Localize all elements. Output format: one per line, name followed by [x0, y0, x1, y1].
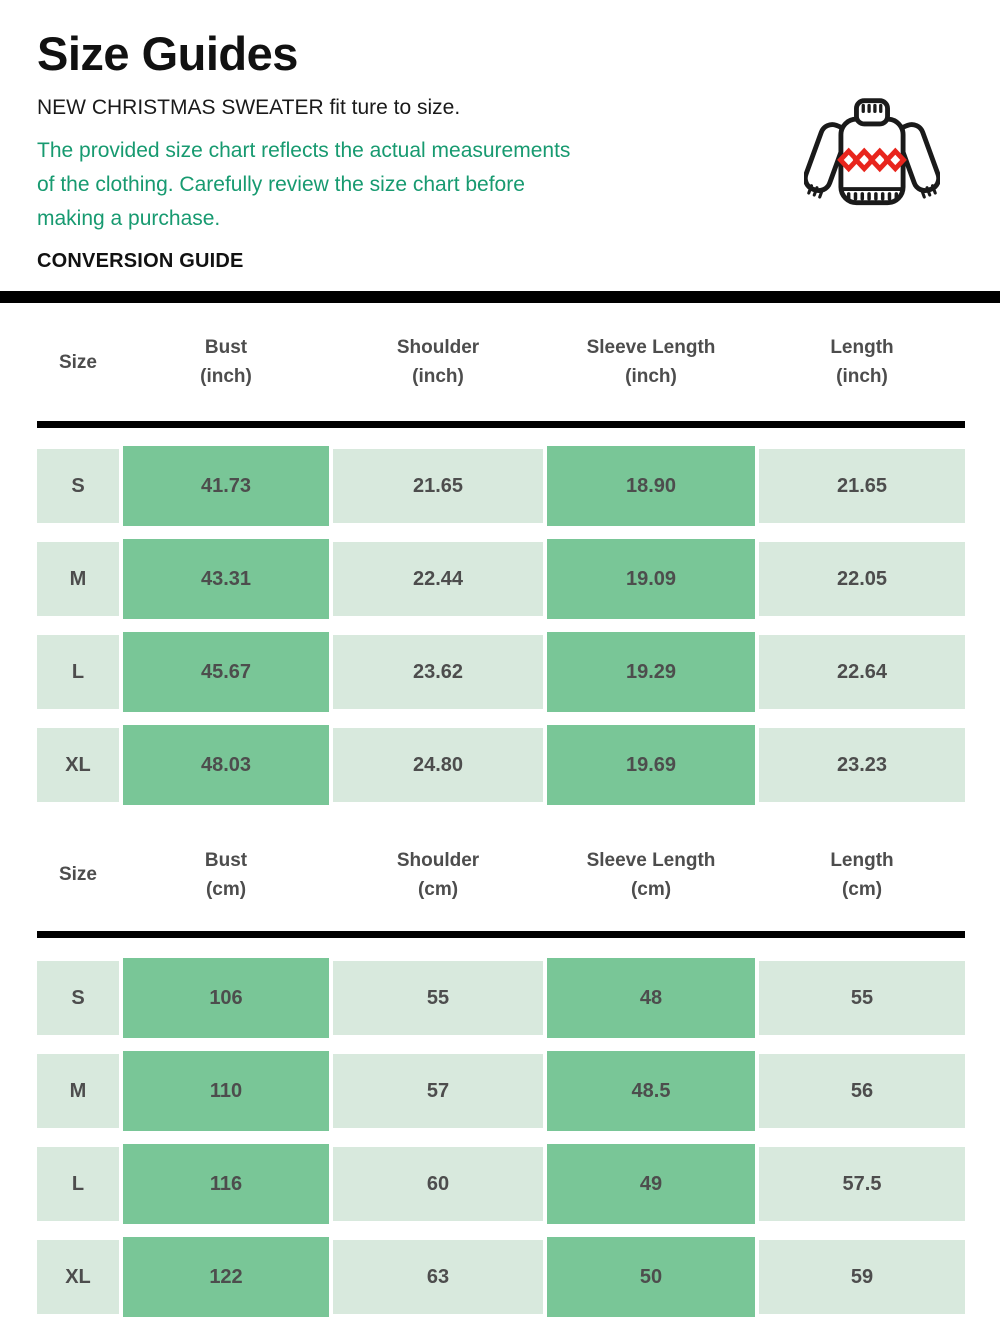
size-tables: Size Bust (inch) Shoulder (inch) Sleeve Lengt… — [0, 303, 1000, 1317]
size-cell: M — [37, 1054, 119, 1128]
value-cell: 48.03 — [123, 725, 329, 805]
value-cell: 19.29 — [547, 632, 755, 712]
conversion-guide-label: CONVERSION GUIDE — [37, 250, 244, 272]
table-row-xl: XL 122 63 50 59 — [37, 1237, 1000, 1317]
value-cell: 23.23 — [759, 728, 965, 802]
column-header-size: Size — [58, 864, 98, 885]
size-chart-note: The provided size chart reflects the act… — [37, 134, 963, 236]
table-row-s: S 41.73 21.65 18.90 21.65 — [37, 446, 1000, 526]
value-cell: 23.62 — [333, 635, 543, 709]
column-header-shoulder: Shoulder (cm) — [396, 849, 480, 900]
table-centimeters-header: Size Bust (cm) Shoulder (cm) Sleeve Length (cm… — [37, 818, 1000, 931]
value-cell: 41.73 — [123, 446, 329, 526]
note-line-2: of the clothing. Carefully review the si… — [37, 173, 525, 196]
collar-ribs — [861, 103, 883, 113]
table-inches-rows: S 41.73 21.65 18.90 21.65 M 43.31 22.44 19.09 22.… — [0, 428, 1000, 805]
value-cell: 56 — [759, 1054, 965, 1128]
value-cell: 116 — [123, 1144, 329, 1224]
hem-ribs — [846, 192, 899, 201]
header-divider-line — [37, 931, 965, 938]
cuff-ribs — [807, 184, 937, 199]
value-cell: 43.31 — [123, 539, 329, 619]
size-cell: XL — [37, 1240, 119, 1314]
column-header-bust: Bust (inch) — [200, 337, 252, 387]
size-cell: S — [37, 961, 119, 1035]
column-header-sleeve-length: Sleeve Length (cm) — [586, 849, 716, 900]
size-cell: L — [37, 1147, 119, 1221]
table-inches-header: Size Bust (inch) Shoulder (inch) Sleeve Lengt… — [37, 303, 1000, 421]
value-cell: 18.90 — [547, 446, 755, 526]
size-cell: S — [37, 449, 119, 523]
value-cell: 59 — [759, 1240, 965, 1314]
value-cell: 22.44 — [333, 542, 543, 616]
size-cell: M — [37, 542, 119, 616]
column-header-sleeve-length: Sleeve Length (inch) — [586, 337, 716, 387]
product-subtitle: NEW CHRISTMAS SWEATER fit ture to size. — [37, 96, 461, 119]
column-header-size: Size — [58, 351, 98, 373]
size-cell: L — [37, 635, 119, 709]
page-title: Size Guides — [37, 27, 298, 80]
value-cell: 21.65 — [759, 449, 965, 523]
value-cell: 55 — [333, 961, 543, 1035]
column-header-bust: Bust (cm) — [204, 849, 248, 900]
value-cell: 22.05 — [759, 542, 965, 616]
table-row-m: M 43.31 22.44 19.09 22.05 — [37, 539, 1000, 619]
value-cell: 19.09 — [547, 539, 755, 619]
value-cell: 60 — [333, 1147, 543, 1221]
value-cell: 21.65 — [333, 449, 543, 523]
value-cell: 122 — [123, 1237, 329, 1317]
table-row-l: L 45.67 23.62 19.29 22.64 — [37, 632, 1000, 712]
value-cell: 106 — [123, 958, 329, 1038]
table-row-m: M 110 57 48.5 56 — [37, 1051, 1000, 1131]
column-header-length: Length (inch) — [830, 337, 894, 387]
value-cell: 48 — [547, 958, 755, 1038]
value-cell: 55 — [759, 961, 965, 1035]
value-cell: 48.5 — [547, 1051, 755, 1131]
value-cell: 57 — [333, 1054, 543, 1128]
column-header-length: Length (cm) — [830, 849, 894, 900]
diamond-pattern — [837, 147, 907, 173]
size-cell: XL — [37, 728, 119, 802]
page-header: Size Guides NEW CHRISTMAS SWEATER fit tu… — [0, 0, 1000, 273]
column-header-shoulder: Shoulder (inch) — [396, 337, 480, 387]
value-cell: 19.69 — [547, 725, 755, 805]
table-row-s: S 106 55 48 55 — [37, 958, 1000, 1038]
header-divider-line — [37, 421, 965, 428]
christmas-sweater-icon — [802, 96, 942, 218]
note-line-3: making a purchase. — [37, 207, 221, 230]
table-centimeters-rows: S 106 55 48 55 M 110 57 48.5 56 L 116 60 49 57.5 XL 122 6… — [0, 938, 1000, 1317]
value-cell: 63 — [333, 1240, 543, 1314]
table-row-xl: XL 48.03 24.80 19.69 23.23 — [37, 725, 1000, 805]
sweater-icon-svg — [802, 98, 942, 206]
value-cell: 50 — [547, 1237, 755, 1317]
value-cell: 57.5 — [759, 1147, 965, 1221]
table-row-l: L 116 60 49 57.5 — [37, 1144, 1000, 1224]
value-cell: 45.67 — [123, 632, 329, 712]
value-cell: 24.80 — [333, 728, 543, 802]
value-cell: 110 — [123, 1051, 329, 1131]
top-divider-bar — [0, 291, 1000, 303]
note-line-1: The provided size chart reflects the act… — [37, 139, 571, 162]
value-cell: 22.64 — [759, 635, 965, 709]
value-cell: 49 — [547, 1144, 755, 1224]
